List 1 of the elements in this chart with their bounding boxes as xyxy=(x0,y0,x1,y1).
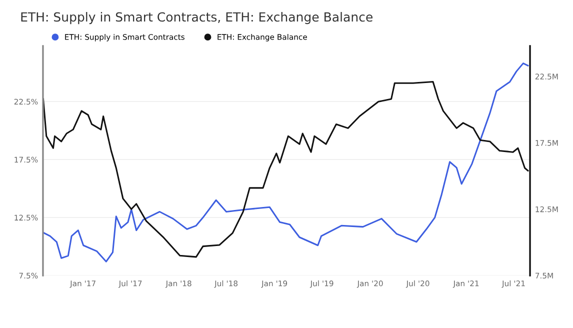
chart-title: ETH: Supply in Smart Contracts, ETH: Exchange Balance xyxy=(21,12,372,24)
